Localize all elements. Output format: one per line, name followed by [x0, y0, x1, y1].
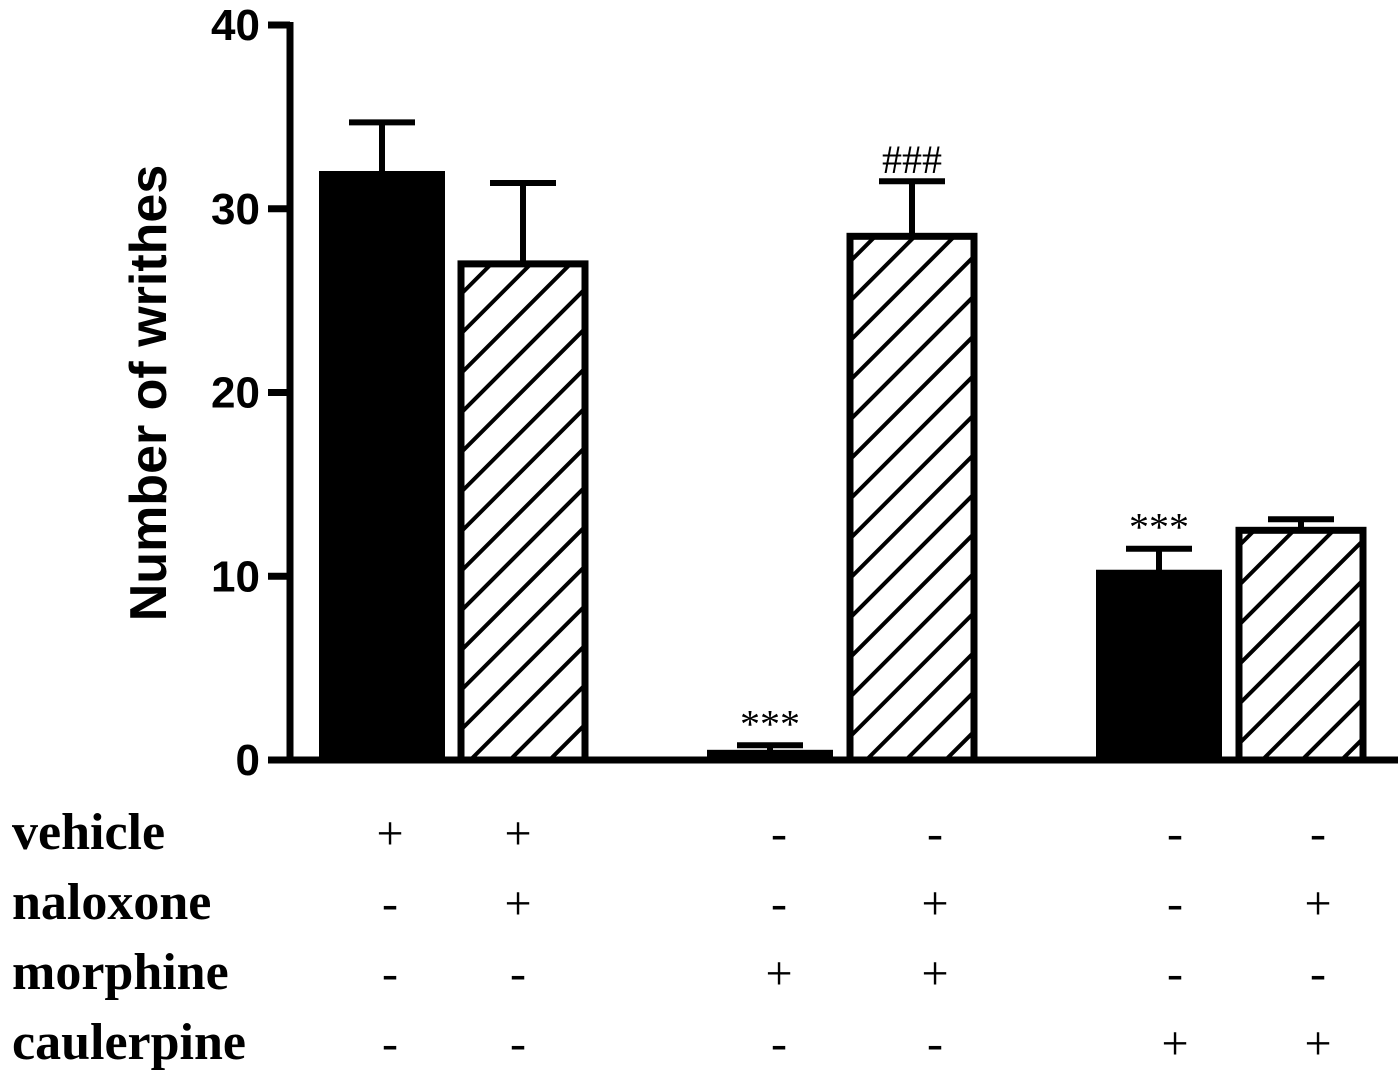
treatment-sign: + [376, 807, 403, 860]
treatment-label-vehicle: vehicle [12, 804, 165, 861]
treatment-label-morphine: morphine [12, 944, 229, 1001]
treatment-sign: - [927, 1017, 943, 1070]
treatment-sign: + [1304, 1017, 1331, 1070]
treatment-sign: - [1167, 807, 1183, 860]
treatment-sign: - [382, 1017, 398, 1070]
treatment-sign: - [771, 807, 787, 860]
y-tick-label: 10 [211, 552, 260, 601]
y-tick-label: 0 [236, 736, 260, 785]
treatment-sign: - [771, 877, 787, 930]
treatment-sign: - [382, 877, 398, 930]
bars-group: *** ### *** [319, 119, 1367, 764]
significance-annotation: *** [1129, 505, 1189, 550]
y-tick-label: 20 [211, 369, 260, 418]
significance-annotation: *** [740, 701, 800, 746]
treatment-sign: + [921, 877, 948, 930]
treatment-sign: - [510, 1017, 526, 1070]
treatment-sign: - [1167, 947, 1183, 1000]
treatment-sign: - [771, 1017, 787, 1070]
treatment-sign: + [504, 807, 531, 860]
treatment-sign: + [921, 947, 948, 1000]
y-axis-label: Number of writhes [120, 165, 178, 622]
treatment-sign: - [1310, 807, 1326, 860]
treatment-sign: - [1310, 947, 1326, 1000]
bar [846, 232, 978, 764]
treatment-sign: - [382, 947, 398, 1000]
treatment-sign: - [510, 947, 526, 1000]
bar [457, 260, 589, 764]
bar [1235, 526, 1367, 764]
treatment-label-naloxone: naloxone [12, 874, 211, 931]
y-tick-label: 40 [211, 1, 260, 50]
significance-annotation: ### [882, 137, 942, 182]
y-tick-label: 30 [211, 185, 260, 234]
bar [319, 171, 445, 761]
treatment-sign: - [927, 807, 943, 860]
treatment-sign: - [1167, 877, 1183, 930]
y-axis-ticks: 0 10 20 30 40 [211, 1, 290, 785]
treatment-table: vehicle + + - - - - naloxone - + - + - + morphine - - + + -… [12, 804, 1332, 1071]
treatment-sign: + [765, 947, 792, 1000]
treatment-sign: + [504, 877, 531, 930]
treatment-sign: + [1161, 1017, 1188, 1070]
treatment-label-caulerpine: caulerpine [12, 1014, 246, 1071]
bar [1096, 569, 1222, 761]
treatment-sign: + [1304, 877, 1331, 930]
